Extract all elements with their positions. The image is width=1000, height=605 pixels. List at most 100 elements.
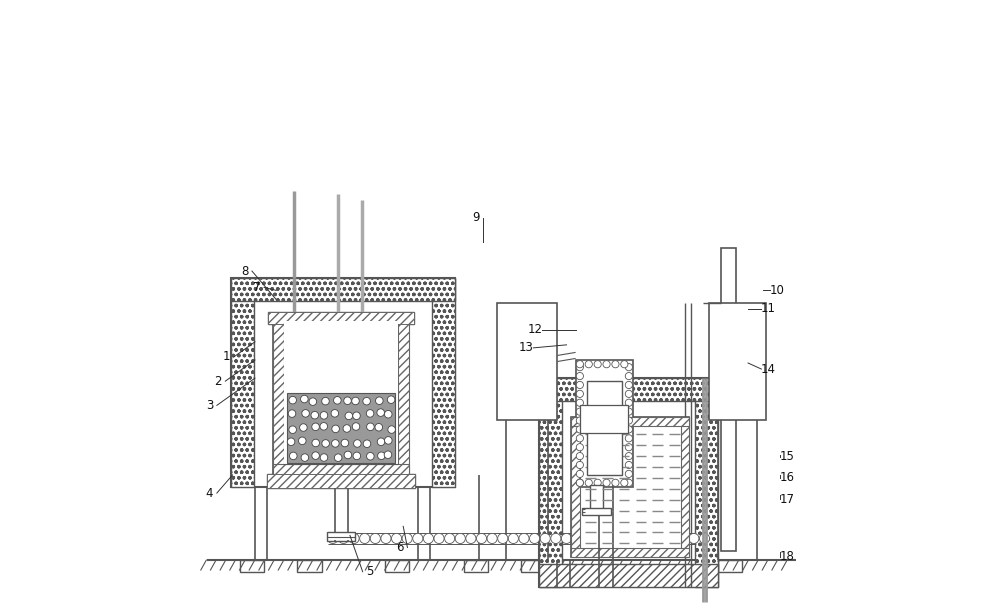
Circle shape	[434, 534, 444, 543]
Bar	[571, 417, 689, 557]
Circle shape	[576, 417, 583, 424]
Bar	[287, 393, 395, 463]
Circle shape	[625, 435, 632, 442]
Text: 2: 2	[214, 374, 222, 388]
Circle shape	[288, 410, 296, 417]
Circle shape	[657, 534, 667, 543]
Circle shape	[423, 534, 433, 543]
Circle shape	[601, 517, 611, 528]
Circle shape	[551, 534, 561, 543]
Circle shape	[576, 390, 583, 397]
Circle shape	[402, 534, 412, 543]
Circle shape	[585, 479, 592, 486]
Bar	[580, 405, 628, 433]
Circle shape	[352, 423, 360, 430]
Bar	[231, 278, 455, 301]
Circle shape	[320, 411, 328, 419]
Text: 12: 12	[528, 323, 543, 336]
Circle shape	[625, 390, 632, 397]
Circle shape	[625, 453, 632, 460]
Bar	[432, 278, 455, 487]
Circle shape	[320, 454, 328, 461]
Text: 1: 1	[223, 350, 230, 364]
Circle shape	[601, 506, 611, 517]
Circle shape	[345, 412, 353, 420]
Circle shape	[625, 373, 632, 380]
Circle shape	[377, 438, 385, 445]
Bar	[539, 378, 718, 401]
Circle shape	[381, 534, 391, 543]
Bar	[497, 302, 557, 420]
Circle shape	[540, 534, 550, 543]
Bar	[398, 321, 409, 475]
Circle shape	[614, 534, 625, 543]
Circle shape	[576, 364, 583, 371]
Circle shape	[363, 440, 371, 448]
Bar	[621, 560, 645, 572]
Bar	[284, 321, 398, 464]
Circle shape	[353, 412, 360, 419]
Circle shape	[360, 534, 370, 543]
Bar	[718, 560, 742, 572]
Bar	[297, 560, 322, 572]
Circle shape	[332, 440, 339, 447]
Circle shape	[287, 438, 295, 445]
Circle shape	[576, 361, 583, 368]
Circle shape	[328, 534, 338, 543]
Circle shape	[289, 426, 296, 433]
Bar	[695, 378, 718, 587]
Circle shape	[320, 422, 328, 430]
Circle shape	[353, 452, 361, 460]
Circle shape	[413, 534, 423, 543]
Circle shape	[352, 397, 359, 405]
Circle shape	[576, 443, 583, 451]
Circle shape	[385, 437, 392, 444]
Circle shape	[322, 397, 329, 405]
Circle shape	[583, 534, 593, 543]
Circle shape	[576, 453, 583, 460]
Circle shape	[625, 399, 632, 407]
Circle shape	[699, 534, 710, 543]
Text: 8: 8	[241, 264, 248, 278]
Circle shape	[612, 479, 619, 486]
Bar	[521, 560, 545, 572]
Circle shape	[530, 534, 540, 543]
Circle shape	[301, 454, 309, 462]
Bar	[590, 485, 603, 511]
Circle shape	[363, 397, 370, 405]
Circle shape	[625, 462, 632, 469]
Bar	[273, 321, 409, 475]
Text: 14: 14	[761, 362, 776, 376]
Circle shape	[334, 396, 341, 404]
Bar	[571, 417, 689, 426]
Circle shape	[344, 397, 351, 405]
Circle shape	[445, 534, 455, 543]
Bar	[582, 508, 611, 515]
Circle shape	[601, 496, 611, 506]
Circle shape	[332, 425, 339, 433]
Circle shape	[349, 534, 359, 543]
Circle shape	[391, 534, 402, 543]
Circle shape	[388, 426, 395, 433]
Text: 16: 16	[780, 471, 795, 485]
Circle shape	[300, 424, 307, 431]
Circle shape	[301, 395, 308, 403]
Bar	[267, 474, 415, 488]
Bar	[539, 564, 718, 587]
Circle shape	[576, 408, 583, 415]
Text: 13: 13	[519, 341, 533, 355]
Circle shape	[576, 479, 583, 486]
Circle shape	[289, 396, 296, 404]
Circle shape	[377, 409, 384, 416]
Bar	[385, 560, 409, 572]
Circle shape	[312, 423, 319, 431]
Circle shape	[604, 534, 614, 543]
Text: 7: 7	[253, 281, 261, 294]
Circle shape	[322, 440, 329, 447]
Circle shape	[576, 426, 583, 433]
Circle shape	[309, 398, 317, 405]
Text: 6: 6	[396, 541, 404, 554]
Text: 4: 4	[206, 486, 213, 500]
Text: 11: 11	[761, 302, 776, 315]
Circle shape	[387, 396, 395, 404]
